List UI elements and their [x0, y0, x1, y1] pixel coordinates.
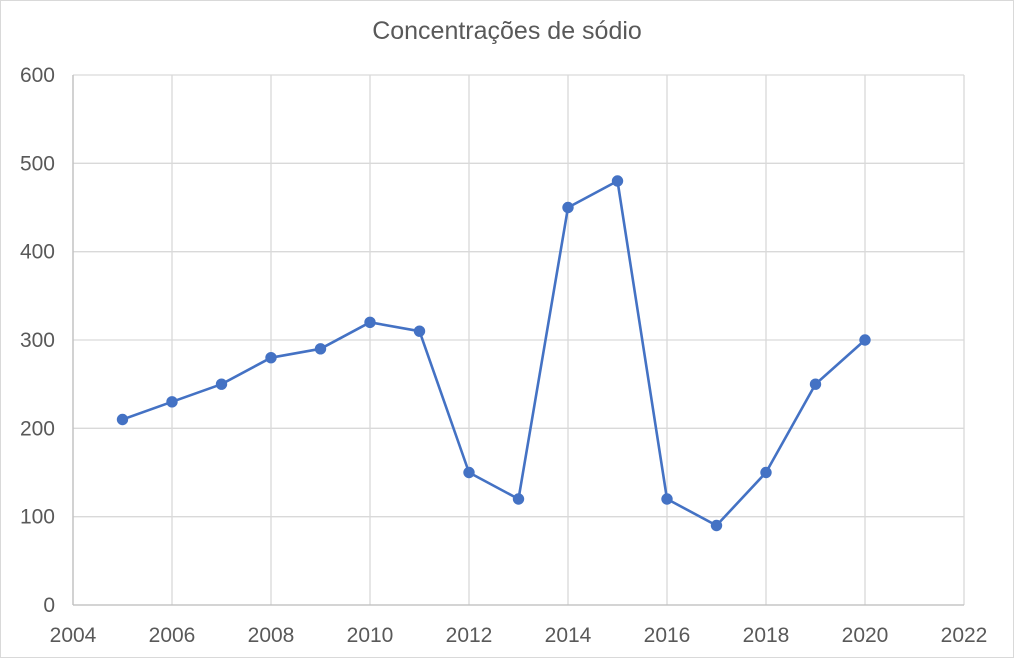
data-point	[463, 466, 475, 479]
x-tick-label: 2016	[644, 624, 691, 647]
data-point	[710, 519, 723, 532]
x-tick-label: 2018	[743, 624, 790, 647]
series-line	[122, 179, 866, 527]
x-tick-label: 2020	[842, 624, 889, 647]
data-point	[364, 316, 376, 329]
x-tick-label: 2012	[446, 624, 493, 647]
data-point	[265, 351, 277, 364]
data-point	[512, 493, 525, 505]
data-point	[760, 466, 772, 479]
data-point	[314, 343, 327, 355]
y-tick-label: 100	[20, 506, 55, 529]
y-tick-label: 600	[20, 64, 55, 87]
data-point	[562, 201, 574, 214]
x-tick-label: 2006	[149, 624, 196, 647]
data-point	[809, 378, 822, 390]
y-tick-label: 500	[20, 152, 55, 175]
chart-title: Concentrações de sódio	[372, 17, 642, 45]
y-tick-label: 200	[20, 417, 55, 440]
x-tick-label: 2014	[545, 624, 592, 647]
y-tick-label: 0	[43, 594, 55, 617]
y-tick-label: 300	[20, 329, 55, 352]
data-point	[661, 493, 673, 505]
data-point	[215, 378, 228, 390]
y-tick-label: 400	[20, 241, 55, 264]
data-point	[166, 396, 178, 408]
data-point	[116, 413, 129, 426]
x-tick-label: 2004	[50, 624, 97, 647]
data-point	[611, 175, 624, 187]
data-point	[859, 334, 871, 346]
x-tick-label: 2022	[941, 624, 988, 647]
x-tick-label: 2010	[347, 624, 394, 647]
x-tick-label: 2008	[248, 624, 295, 647]
data-point	[413, 325, 426, 337]
